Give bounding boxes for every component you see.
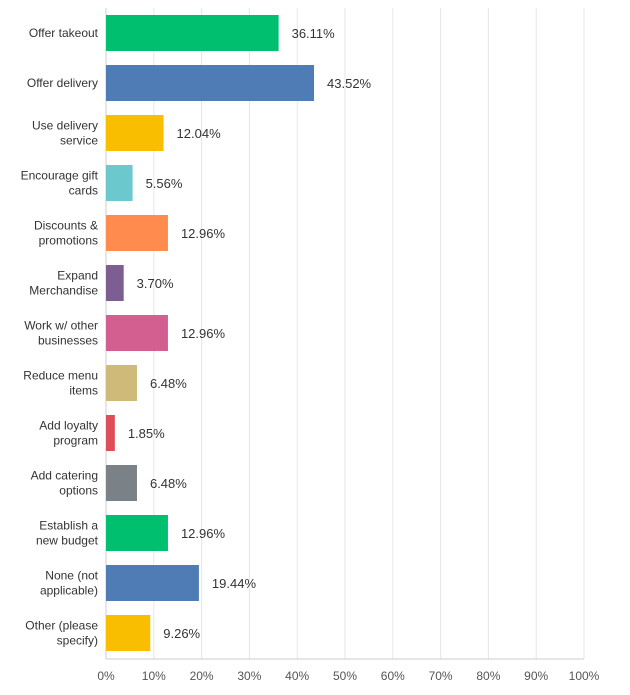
bar <box>106 615 151 651</box>
grid <box>105 8 585 659</box>
data-label: 43.52% <box>327 76 372 91</box>
data-label: 36.11% <box>292 26 336 41</box>
x-tick-label: 100% <box>569 669 600 683</box>
bar <box>106 365 137 401</box>
category-label: Use delivery service <box>32 119 98 148</box>
bar <box>106 215 168 251</box>
data-label: 5.56% <box>146 176 183 191</box>
x-axis: 0% 10% 20% 30% 40% 50% 60% 70% 80% 90% 100% <box>97 658 600 683</box>
category-label: Offer delivery <box>27 76 98 90</box>
bar <box>106 115 164 151</box>
bars: Offer takeout 36.11% Offer delivery 43.52% U… <box>21 15 372 651</box>
category-label: Work w/ other businesses <box>24 319 98 348</box>
x-tick-label: 70% <box>429 669 453 683</box>
category-label: Offer takeout <box>29 26 99 40</box>
bar <box>106 265 124 301</box>
data-label: 12.96% <box>181 526 226 541</box>
data-label: 19.44% <box>212 576 257 591</box>
category-label: Reduce menu items <box>23 369 98 398</box>
data-label: 1.85% <box>128 426 165 441</box>
data-label: 6.48% <box>150 376 187 391</box>
data-label: 3.70% <box>137 276 174 291</box>
data-label: 9.26% <box>163 626 200 641</box>
bar <box>106 15 279 51</box>
x-tick-label: 20% <box>190 669 214 683</box>
x-tick-label: 0% <box>97 669 115 683</box>
x-tick-label: 10% <box>142 669 166 683</box>
bar <box>106 565 199 601</box>
data-label: 6.48% <box>150 476 187 491</box>
x-tick-label: 60% <box>381 669 405 683</box>
bar <box>106 515 168 551</box>
bar <box>106 415 115 451</box>
category-label: Add catering options <box>31 469 98 498</box>
category-label: Expand Merchandise <box>29 269 98 298</box>
category-label: Discounts & promotions <box>34 219 98 248</box>
x-tick-label: 90% <box>524 669 548 683</box>
x-tick-label: 50% <box>333 669 357 683</box>
bar <box>106 165 133 201</box>
x-tick-label: 80% <box>476 669 500 683</box>
data-label: 12.96% <box>181 226 226 241</box>
bar <box>106 65 315 101</box>
data-label: 12.96% <box>181 326 226 341</box>
data-label: 12.04% <box>177 126 222 141</box>
x-tick-label: 30% <box>237 669 261 683</box>
category-label: Encourage gift cards <box>21 169 99 198</box>
category-label: Add loyalty program <box>39 419 98 448</box>
category-label: None (not applicable) <box>40 569 99 598</box>
x-tick-label: 40% <box>285 669 309 683</box>
category-label: Establish a new budget <box>36 519 99 548</box>
bar <box>106 315 168 351</box>
category-label: Other (please specify) <box>25 619 98 648</box>
bar <box>106 465 137 501</box>
